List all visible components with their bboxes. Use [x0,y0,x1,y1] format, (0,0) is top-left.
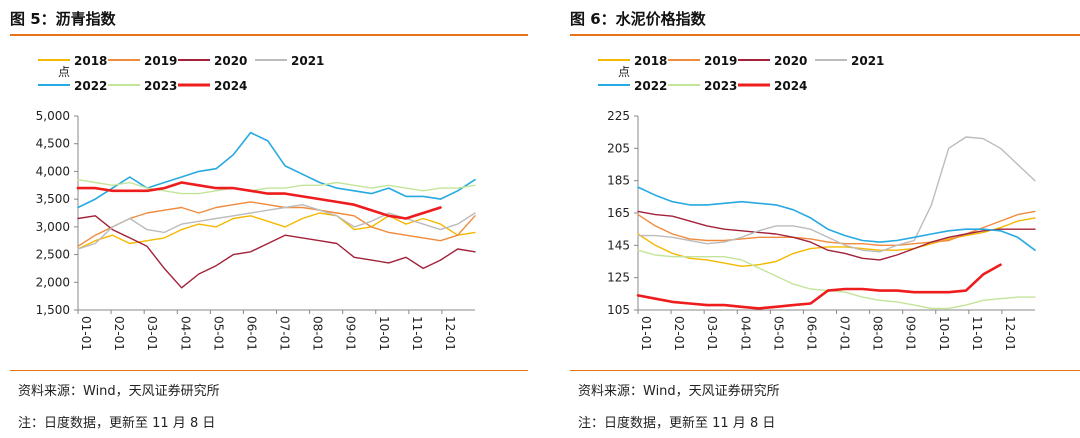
x-tick-label: 11-01 [410,316,424,351]
legend-label: 2023 [704,79,737,93]
y-tick-label: 145 [607,238,630,252]
y-tick-label: 205 [607,141,630,155]
legend-label: 2023 [144,79,177,93]
source-text: 资料来源：Wind，天风证券研究所 [18,384,220,399]
series-line-2021 [77,204,476,250]
chart-panel-asphalt: 图 5：沥青指数 2018 2019 2020 2021 2022 2023 2024 点 1,… [0,0,528,438]
series-line-2018 [637,217,1036,267]
y-tick-label: 5,000 [36,109,70,123]
series-line-2023 [77,179,476,195]
cement-price-index-chart: 2018 2019 2020 2021 2022 2023 2024 点 105 125 145 16… [598,54,1036,351]
x-tick-label: 02-01 [112,316,126,351]
x-tick-label: 07-01 [278,316,292,351]
legend-item-2018: 2018 [598,54,667,68]
series-line-2021 [637,136,1036,253]
legend-item-2018: 2018 [38,54,107,68]
note-text: 注：日度数据，更新至 11 月 8 日 [18,416,216,431]
legend-item-2023: 2023 [108,79,177,93]
x-tick-label: 05-01 [771,316,785,351]
legend-item-2023: 2023 [668,79,737,93]
x-tick-label: 10-01 [937,316,951,351]
series-line-2019 [77,201,476,247]
legend-label: 2022 [634,79,667,93]
footer-divider [10,370,528,371]
y-tick-label: 2,000 [36,275,70,289]
x-tick-label: 09-01 [344,316,358,351]
y-tick-label: 4,500 [36,137,70,151]
legend-label: 2019 [144,54,177,68]
y-tick-label: 125 [607,271,630,285]
x-tick-label: 10-01 [377,316,391,351]
legend-item-2020: 2020 [178,54,247,68]
legend-item-2021: 2021 [815,54,884,68]
x-tick-label: 04-01 [738,316,752,351]
figure-title: 图 6：水泥价格指数 [570,10,706,28]
x-tick-label: 12-01 [1003,316,1017,351]
series-line-2018 [77,212,476,250]
legend-label: 2018 [74,54,107,68]
x-tick-label: 03-01 [145,316,159,351]
x-tick-label: 08-01 [871,316,885,351]
legend-label: 2018 [634,54,667,68]
legend-item-2022: 2022 [598,79,667,93]
x-tick-label: 02-01 [672,316,686,351]
x-tick-label: 12-01 [443,316,457,351]
y-tick-label: 3,000 [36,220,70,234]
note-text: 注：日度数据，更新至 11 月 8 日 [578,416,776,431]
series-line-2023 [637,249,1036,310]
x-tick-label: 03-01 [705,316,719,351]
x-tick-label: 01-01 [79,316,93,351]
y-axis-label: 点 [58,65,70,79]
x-tick-label: 07-01 [838,316,852,351]
y-tick-label: 1,500 [36,303,70,317]
title-divider [570,34,1080,36]
x-tick-label: 04-01 [178,316,192,351]
chart-panel-cement: 图 6：水泥价格指数 2018 2019 2020 2021 2022 2023 2024 点… [560,0,1080,438]
legend-item-2024: 2024 [738,79,807,93]
x-tick-label: 09-01 [904,316,918,351]
footer-divider [570,370,1080,371]
title-divider [10,34,528,36]
y-tick-label: 4,000 [36,164,70,178]
legend-label: 2019 [704,54,737,68]
x-tick-label: 11-01 [970,316,984,351]
series-line-2020 [637,210,1036,261]
legend-label: 2024 [774,79,807,93]
x-tick-label: 08-01 [311,316,325,351]
x-tick-label: 01-01 [639,316,653,351]
legend-label: 2021 [851,54,884,68]
y-tick-label: 2,500 [36,248,70,262]
series-line-2024 [76,181,442,220]
y-tick-label: 165 [607,206,630,220]
y-axis-label: 点 [618,65,630,79]
legend-item-2024: 2024 [178,79,247,93]
series-line-2019 [637,210,1036,246]
legend-label: 2020 [774,54,807,68]
series-line-2022 [77,131,476,209]
x-tick-label: 05-01 [211,316,225,351]
y-tick-label: 105 [607,303,630,317]
series-line-2022 [637,186,1036,251]
legend-label: 2022 [74,79,107,93]
series-line-2020 [77,215,476,289]
asphalt-index-chart: 2018 2019 2020 2021 2022 2023 2024 点 1,500 2,000 2… [36,54,476,351]
source-text: 资料来源：Wind，天风证券研究所 [578,384,780,399]
y-tick-label: 225 [607,109,630,123]
x-tick-label: 06-01 [804,316,818,351]
legend-item-2021: 2021 [255,54,324,68]
legend-label: 2020 [214,54,247,68]
figure-title: 图 5：沥青指数 [10,10,116,28]
legend-item-2019: 2019 [108,54,177,68]
legend-label: 2021 [291,54,324,68]
series-line-2024 [636,263,1002,310]
y-tick-label: 185 [607,174,630,188]
legend-label: 2024 [214,79,247,93]
legend-item-2020: 2020 [738,54,807,68]
legend-item-2022: 2022 [38,79,107,93]
y-tick-label: 3,500 [36,192,70,206]
legend-item-2019: 2019 [668,54,737,68]
x-tick-label: 06-01 [244,316,258,351]
